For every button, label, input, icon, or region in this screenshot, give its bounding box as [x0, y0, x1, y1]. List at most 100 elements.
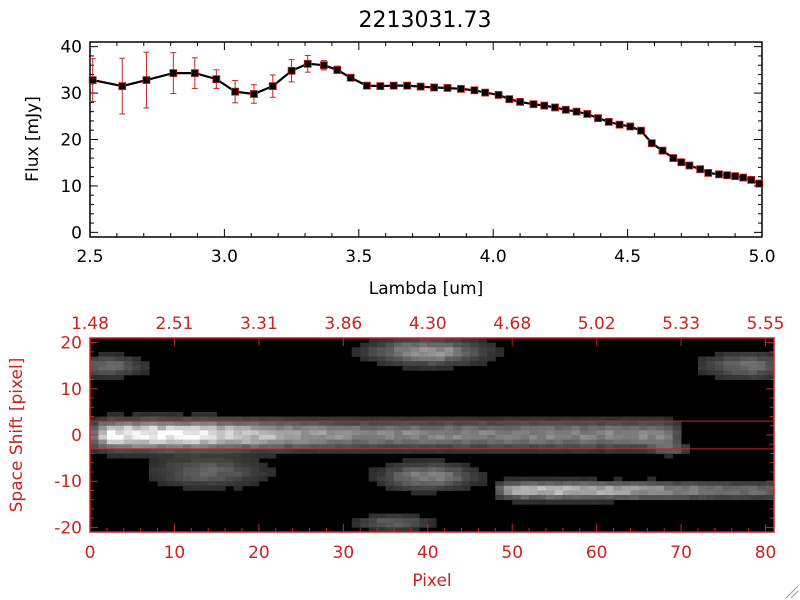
- image-pixel: [605, 416, 614, 422]
- image-pixel: [419, 338, 429, 344]
- image-pixel: [546, 481, 555, 487]
- image-pixel: [740, 365, 750, 371]
- image-pixel: [385, 481, 395, 487]
- image-pixel: [385, 425, 395, 431]
- image-pixel: [453, 471, 462, 477]
- data-point: [250, 90, 258, 98]
- image-pixel: [579, 435, 589, 441]
- image-pixel: [174, 467, 184, 473]
- image-pixel: [453, 448, 462, 454]
- image-pixel: [394, 342, 403, 348]
- image-pixel: [402, 361, 412, 367]
- image-pixel: [216, 430, 226, 436]
- image-pixel: [613, 435, 623, 441]
- image-pixel: [486, 347, 496, 353]
- image-pixel: [149, 453, 158, 459]
- image-pixel: [579, 448, 589, 454]
- image-pixel: [664, 490, 674, 496]
- image-pixel: [123, 365, 133, 371]
- image-pixel: [664, 435, 674, 441]
- spectrum-y-axis-label: Flux [mJy]: [23, 96, 43, 182]
- image-pixel: [470, 467, 479, 473]
- image-pixel: [436, 416, 446, 422]
- image-pixel: [630, 425, 640, 431]
- image-pixel: [318, 421, 327, 427]
- image-pixel: [242, 444, 251, 450]
- image-pixel: [199, 458, 209, 464]
- image-pixel: [90, 439, 99, 445]
- image-pixel: [360, 444, 370, 450]
- image-pixel: [571, 495, 581, 501]
- image-pixel: [664, 421, 674, 427]
- image-pixel: [622, 444, 631, 450]
- data-point: [333, 65, 342, 74]
- image-pixel: [571, 439, 581, 445]
- image-pixel: [258, 425, 268, 431]
- image-pixel: [140, 439, 150, 445]
- image-pixel: [503, 435, 513, 441]
- image-pixel: [444, 361, 454, 367]
- image-pixel: [225, 453, 234, 459]
- image-pixel: [672, 435, 682, 441]
- image-pixel: [301, 421, 310, 427]
- image-pixel: [334, 430, 344, 436]
- image-pixel: [402, 462, 412, 468]
- image-pixel: [191, 448, 201, 454]
- image-pixel: [216, 435, 226, 441]
- image-pixel: [503, 476, 513, 482]
- wavelength-tick-label: 1.48: [71, 314, 109, 334]
- image-pixel: [512, 444, 522, 450]
- image-pixel: [470, 347, 479, 353]
- image-pixel: [191, 467, 201, 473]
- image-pixel: [470, 439, 479, 445]
- y-tick-label: 20: [60, 131, 82, 151]
- image-pixel: [613, 416, 623, 422]
- image-pixel: [410, 485, 420, 491]
- image-pixel: [478, 342, 488, 348]
- image-pixel: [106, 448, 116, 454]
- image-pixel: [470, 421, 479, 427]
- image-pixel: [166, 462, 175, 468]
- image-pixel: [174, 481, 184, 487]
- image-pixel: [191, 421, 201, 427]
- image-pixel: [318, 444, 327, 450]
- image-pixel: [394, 338, 403, 344]
- image-pixel: [182, 462, 192, 468]
- image-pixel: [402, 444, 412, 450]
- image-pixel: [444, 476, 454, 482]
- resize-grip-icon[interactable]: [785, 585, 799, 599]
- image-pixel: [225, 481, 234, 487]
- image-pixel: [714, 365, 724, 371]
- image-pixel: [182, 444, 192, 450]
- image-pixel: [402, 471, 412, 477]
- data-point: [755, 179, 764, 188]
- image-pixel: [537, 439, 547, 445]
- image-pixel: [394, 481, 403, 487]
- image-pixel: [461, 421, 471, 427]
- image-pixel: [436, 361, 446, 367]
- image-pixel: [377, 448, 386, 454]
- image-pixel: [233, 416, 243, 422]
- image-pixel: [731, 365, 741, 371]
- image-pixel: [123, 444, 133, 450]
- image-pixel: [546, 485, 555, 491]
- image-pixel: [318, 416, 327, 422]
- image-pixel: [191, 476, 201, 482]
- image-pixel: [714, 351, 724, 357]
- image-pixel: [748, 485, 758, 491]
- image-pixel: [242, 462, 251, 468]
- image-pixel: [419, 356, 429, 362]
- data-point: [142, 76, 151, 84]
- image-pixel: [208, 411, 218, 417]
- image-pixel: [242, 453, 251, 459]
- data-point: [715, 170, 723, 179]
- image-pixel: [529, 448, 538, 454]
- data-point: [669, 154, 678, 162]
- image-pixel: [444, 338, 454, 344]
- image-pixel: [216, 476, 226, 482]
- image-pixel: [149, 467, 158, 473]
- image-pixel: [503, 485, 513, 491]
- image-pixel: [740, 370, 750, 376]
- image-pixel: [402, 425, 412, 431]
- image-pixel: [698, 495, 707, 501]
